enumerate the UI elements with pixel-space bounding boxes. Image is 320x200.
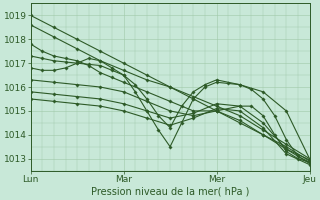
X-axis label: Pression niveau de la mer( hPa ): Pression niveau de la mer( hPa ): [91, 187, 249, 197]
